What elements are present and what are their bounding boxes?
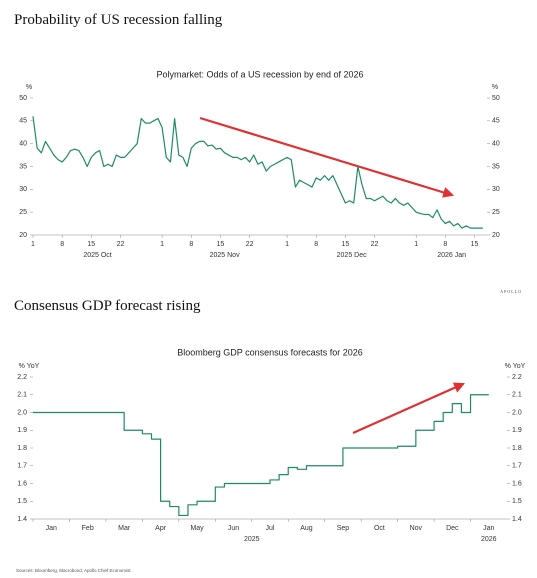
x-tick-label: Sep: [337, 525, 350, 532]
y-tick-label: 45: [19, 118, 27, 125]
y2-tick-label: 1.8: [512, 445, 522, 452]
x-tick-label: 15: [87, 241, 95, 248]
y-tick-label: 1.9: [17, 427, 27, 434]
trend-arrow: [352, 382, 466, 435]
y-tick-label: 1.6: [17, 480, 27, 487]
y-tick-label: 2.0: [17, 409, 27, 416]
x-tick-label: 15: [217, 241, 225, 248]
source: Sources: Bloomberg, Macrobond, Apollo Ch…: [16, 568, 131, 573]
x-tick-label: 1: [31, 241, 35, 248]
x-tick-label: Aug: [300, 525, 313, 532]
y2-tick-label: 35: [492, 163, 500, 170]
x-tick-label: 22: [371, 241, 379, 248]
y2-tick-label: 25: [492, 209, 500, 216]
y-tick-label: 35: [19, 163, 27, 170]
y-tick-label: 20: [19, 232, 27, 239]
y-tick-label: 25: [19, 209, 27, 216]
x-tick-label: 8: [60, 241, 64, 248]
x-tick-label: 15: [471, 241, 479, 248]
x-group-label: 2025 Dec: [337, 252, 367, 259]
x-tick-label: Dec: [446, 525, 459, 532]
y-axis-label: %: [26, 84, 32, 91]
x-group-label: 2025 Oct: [83, 252, 111, 259]
y2-tick-label: 1.4: [512, 516, 522, 523]
x-tick-label: 8: [189, 241, 193, 248]
y2-tick-label: 2.0: [512, 409, 522, 416]
y2-tick-label: 40: [492, 141, 500, 148]
x-tick-label: 22: [246, 241, 254, 248]
x-tick-label: 15: [341, 241, 349, 248]
y-axis-label: % YoY: [19, 363, 40, 370]
y-tick-label: 1.4: [17, 516, 27, 523]
y2-tick-label: 1.9: [512, 427, 522, 434]
x-tick-label: Feb: [82, 525, 94, 532]
x-tick-label: Jan: [483, 525, 494, 532]
x-tick-label: Jan: [46, 525, 57, 532]
y-tick-label: 1.8: [17, 445, 27, 452]
y2-tick-label: 2.2: [512, 374, 522, 381]
y2-tick-label: 45: [492, 118, 500, 125]
y-tick-label: 30: [19, 186, 27, 193]
x-tick-label: Mar: [118, 525, 131, 532]
y2-axis-label: %: [492, 84, 498, 91]
chart-title: Polymarket: Odds of a US recession by en…: [156, 69, 363, 79]
y2-tick-label: 1.5: [512, 498, 522, 505]
heading: Probability of US recession falling: [14, 12, 223, 28]
y-tick-label: 40: [19, 141, 27, 148]
trend-arrow: [199, 116, 455, 198]
x-tick-label: 8: [443, 241, 447, 248]
x-group-label: 2025: [244, 536, 260, 543]
x-tick-label: 1: [285, 241, 289, 248]
chart-title: Bloomberg GDP consensus forecasts for 20…: [177, 347, 362, 357]
x-group-label: 2026 Jan: [437, 252, 466, 259]
y2-tick-label: 1.7: [512, 463, 522, 470]
x-tick-label: Jul: [266, 525, 275, 532]
y2-tick-label: 50: [492, 95, 500, 102]
y-tick-label: 2.1: [17, 392, 27, 399]
x-tick-label: Nov: [410, 525, 423, 532]
y2-tick-label: 30: [492, 186, 500, 193]
y2-tick-label: 2.1: [512, 392, 522, 399]
y-tick-label: 1.7: [17, 463, 27, 470]
y-tick-label: 2.2: [17, 374, 27, 381]
x-tick-label: 1: [414, 241, 418, 248]
x-tick-label: May: [190, 525, 204, 532]
y2-axis-label: % YoY: [505, 363, 526, 370]
y2-tick-label: 20: [492, 232, 500, 239]
data-line: [32, 116, 483, 229]
data-line: [33, 394, 489, 517]
x-tick-label: Oct: [374, 525, 385, 532]
y-tick-label: 50: [19, 95, 27, 102]
x-tick-label: 8: [314, 241, 318, 248]
x-tick-label: 22: [117, 241, 125, 248]
x-tick-label: Jun: [228, 525, 239, 532]
x-group-label: 2026: [481, 536, 497, 543]
y-tick-label: 1.5: [17, 498, 27, 505]
logo: APOLLO: [500, 289, 522, 294]
y2-tick-label: 1.6: [512, 480, 522, 487]
x-group-label: 2025 Nov: [210, 252, 240, 259]
heading: Consensus GDP forecast rising: [14, 298, 201, 314]
x-tick-label: 1: [160, 241, 164, 248]
x-tick-label: Apr: [155, 525, 167, 532]
